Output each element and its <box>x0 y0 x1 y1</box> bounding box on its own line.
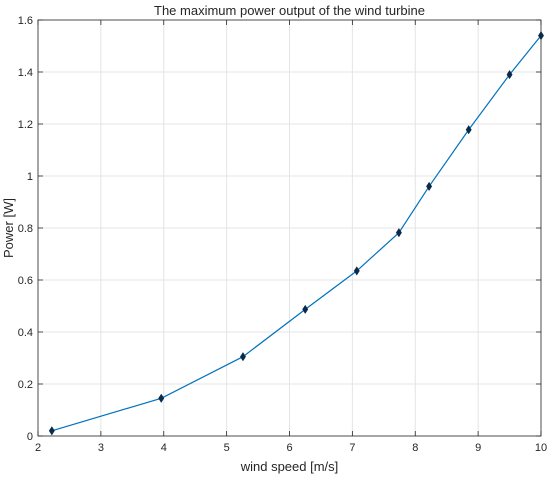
series-line-0 <box>51 35 542 432</box>
chart-title: The maximum power output of the wind tur… <box>154 3 425 18</box>
y-tick-label-5: 1 <box>27 171 33 183</box>
data-point-0-6 <box>426 181 433 191</box>
data-point-0-4 <box>353 266 360 276</box>
axes-layer <box>37 19 542 437</box>
data-point-0-3 <box>302 304 309 314</box>
y-tick-label-6: 1.2 <box>18 119 33 131</box>
y-tick-label-4: 0.8 <box>18 223 33 235</box>
tick-label-layer: 2 3 4 5 6 7 8 9 10 0 0.2 0.4 0.6 0.8 1 1.2 1.4 1.6 <box>18 15 547 454</box>
x-tick-label-3: 5 <box>224 442 230 454</box>
x-tick-label-2: 4 <box>161 442 167 454</box>
y-tick-label-2: 0.4 <box>18 327 33 339</box>
x-axis-title: wind speed [m/s] <box>240 459 339 474</box>
data-point-0-7 <box>465 125 472 135</box>
x-tick-label-1: 3 <box>98 442 104 454</box>
x-tick-label-8: 10 <box>535 442 547 454</box>
x-tick-label-4: 6 <box>286 442 292 454</box>
y-tick-label-8: 1.6 <box>18 15 33 27</box>
y-tick-label-3: 0.6 <box>18 275 33 287</box>
y-axis-title: Power [W] <box>1 198 16 258</box>
y-tick-label-1: 0.2 <box>18 379 33 391</box>
y-tick-label-7: 1.4 <box>18 67 33 79</box>
y-tick-label-0: 0 <box>27 431 33 443</box>
data-point-0-1 <box>158 393 165 403</box>
x-tick-label-5: 7 <box>349 442 355 454</box>
series-layer <box>48 31 544 436</box>
data-point-0-5 <box>395 228 402 238</box>
x-tick-label-6: 8 <box>412 442 418 454</box>
data-point-0-2 <box>240 352 246 362</box>
data-point-0-0 <box>48 426 55 436</box>
x-tick-label-7: 9 <box>475 442 481 454</box>
data-point-0-8 <box>506 70 513 80</box>
x-tick-label-0: 2 <box>35 442 41 454</box>
data-point-0-9 <box>538 31 544 41</box>
